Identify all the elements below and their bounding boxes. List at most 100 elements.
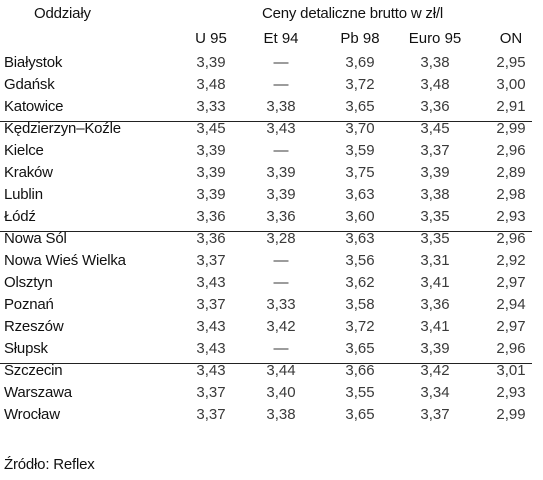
price-cell: 3,65 — [345, 98, 375, 115]
price-cell: 2,96 — [496, 230, 526, 247]
price-cell: 3,75 — [345, 164, 375, 181]
branches-header: Oddziały — [34, 5, 91, 22]
price-cell: — — [273, 274, 289, 291]
branch-name: Szczecin — [4, 362, 63, 379]
price-cell: 3,65 — [345, 406, 375, 423]
branch-name: Wrocław — [4, 406, 60, 423]
price-cell: 3,43 — [196, 318, 226, 335]
price-cell: 3,55 — [345, 384, 375, 401]
branch-name: Łódź — [4, 208, 36, 225]
prices-group-header: Ceny detaliczne brutto w zł/l — [262, 5, 443, 22]
price-cell: 2,93 — [496, 384, 526, 401]
price-cell: 3,45 — [420, 120, 450, 137]
price-cell: 3,43 — [266, 120, 296, 137]
price-cell: 3,42 — [266, 318, 296, 335]
price-cell: 2,99 — [496, 406, 526, 423]
price-cell: 3,43 — [196, 340, 226, 357]
branch-name: Katowice — [4, 98, 64, 115]
price-cell: 3,37 — [196, 296, 226, 313]
price-cell: 2,94 — [496, 296, 526, 313]
table-row: Szczecin 3,43 3,44 3,66 3,42 3,01 — [0, 360, 543, 382]
price-cell: — — [273, 142, 289, 159]
table-row: Kędzierzyn–Koźle 3,45 3,43 3,70 3,45 2,99 — [0, 118, 543, 140]
table-row: Kielce 3,39 — 3,59 3,37 2,96 — [0, 140, 543, 162]
price-cell: 3,37 — [420, 142, 450, 159]
price-cell: 3,39 — [266, 186, 296, 203]
table-row: Katowice 3,33 3,38 3,65 3,36 2,91 — [0, 96, 543, 118]
price-cell: 3,33 — [266, 296, 296, 313]
price-cell: 3,58 — [345, 296, 375, 313]
price-cell: 3,01 — [496, 362, 526, 379]
price-cell: 3,60 — [345, 208, 375, 225]
table-row: Gdańsk 3,48 — 3,72 3,48 3,00 — [0, 74, 543, 96]
price-cell: 3,72 — [345, 318, 375, 335]
branch-name: Nowa Wieś Wielka — [4, 252, 126, 269]
column-header-euro95: Euro 95 — [408, 30, 462, 47]
price-cell: 3,39 — [196, 186, 226, 203]
table-row: Nowa Wieś Wielka 3,37 — 3,56 3,31 2,92 — [0, 250, 543, 272]
branch-name: Rzeszów — [4, 318, 64, 335]
price-cell: 3,37 — [196, 252, 226, 269]
price-cell: 3,41 — [420, 274, 450, 291]
price-cell: 3,36 — [196, 208, 226, 225]
table-row: Lublin 3,39 3,39 3,63 3,38 2,98 — [0, 184, 543, 206]
price-cell: 2,91 — [496, 98, 526, 115]
table-row: Rzeszów 3,43 3,42 3,72 3,41 2,97 — [0, 316, 543, 338]
price-cell: 3,38 — [420, 54, 450, 71]
table-row: Olsztyn 3,43 — 3,62 3,41 2,97 — [0, 272, 543, 294]
price-cell: — — [273, 340, 289, 357]
branch-name: Kędzierzyn–Koźle — [4, 120, 121, 137]
price-cell: 3,39 — [266, 164, 296, 181]
table-row: Warszawa 3,37 3,40 3,55 3,34 2,93 — [0, 382, 543, 404]
price-cell: 3,39 — [196, 164, 226, 181]
price-cell: 3,65 — [345, 340, 375, 357]
price-cell: 3,62 — [345, 274, 375, 291]
branch-name: Nowa Sól — [4, 230, 67, 247]
price-cell: 3,31 — [420, 252, 450, 269]
price-cell: — — [273, 252, 289, 269]
branch-name: Lublin — [4, 186, 43, 203]
table-row: Słupsk 3,43 — 3,65 3,39 2,96 — [0, 338, 543, 360]
price-cell: 3,34 — [420, 384, 450, 401]
branch-name: Poznań — [4, 296, 54, 313]
price-cell: 3,28 — [266, 230, 296, 247]
price-cell: 2,95 — [496, 54, 526, 71]
table-row: Nowa Sól 3,36 3,28 3,63 3,35 2,96 — [0, 228, 543, 250]
price-cell: 3,41 — [420, 318, 450, 335]
group-divider — [0, 121, 532, 122]
price-cell: 3,39 — [196, 142, 226, 159]
branch-name: Kielce — [4, 142, 44, 159]
table-row: Kraków 3,39 3,39 3,75 3,39 2,89 — [0, 162, 543, 184]
price-cell: 2,96 — [496, 340, 526, 357]
price-cell: 3,35 — [420, 208, 450, 225]
price-cell: 3,39 — [196, 54, 226, 71]
price-cell: 3,36 — [420, 296, 450, 313]
price-cell: 3,63 — [345, 186, 375, 203]
price-cell: 3,45 — [196, 120, 226, 137]
price-cell: 2,96 — [496, 142, 526, 159]
source-note: Źródło: Reflex — [4, 456, 95, 473]
price-cell: 3,35 — [420, 230, 450, 247]
branch-name: Słupsk — [4, 340, 48, 357]
price-cell: 2,97 — [496, 318, 526, 335]
price-cell: 3,43 — [196, 274, 226, 291]
price-cell: 3,37 — [196, 406, 226, 423]
price-cell: 3,66 — [345, 362, 375, 379]
price-cell: 3,56 — [345, 252, 375, 269]
price-cell: 2,93 — [496, 208, 526, 225]
price-cell: 3,59 — [345, 142, 375, 159]
table-row: Poznań 3,37 3,33 3,58 3,36 2,94 — [0, 294, 543, 316]
price-cell: 3,38 — [266, 406, 296, 423]
price-cell: 3,00 — [496, 76, 526, 93]
price-cell: 3,36 — [196, 230, 226, 247]
price-cell: 3,39 — [420, 340, 450, 357]
branch-name: Gdańsk — [4, 76, 55, 93]
branch-name: Białystok — [4, 54, 63, 71]
branch-name: Olsztyn — [4, 274, 53, 291]
table-body: Białystok 3,39 — 3,69 3,38 2,95 Gdańsk 3,48 — 3,7… — [0, 52, 543, 426]
price-cell: 3,44 — [266, 362, 296, 379]
price-cell: 2,99 — [496, 120, 526, 137]
price-cell: 3,70 — [345, 120, 375, 137]
table-row: Łódź 3,36 3,36 3,60 3,35 2,93 — [0, 206, 543, 228]
price-cell: 3,40 — [266, 384, 296, 401]
